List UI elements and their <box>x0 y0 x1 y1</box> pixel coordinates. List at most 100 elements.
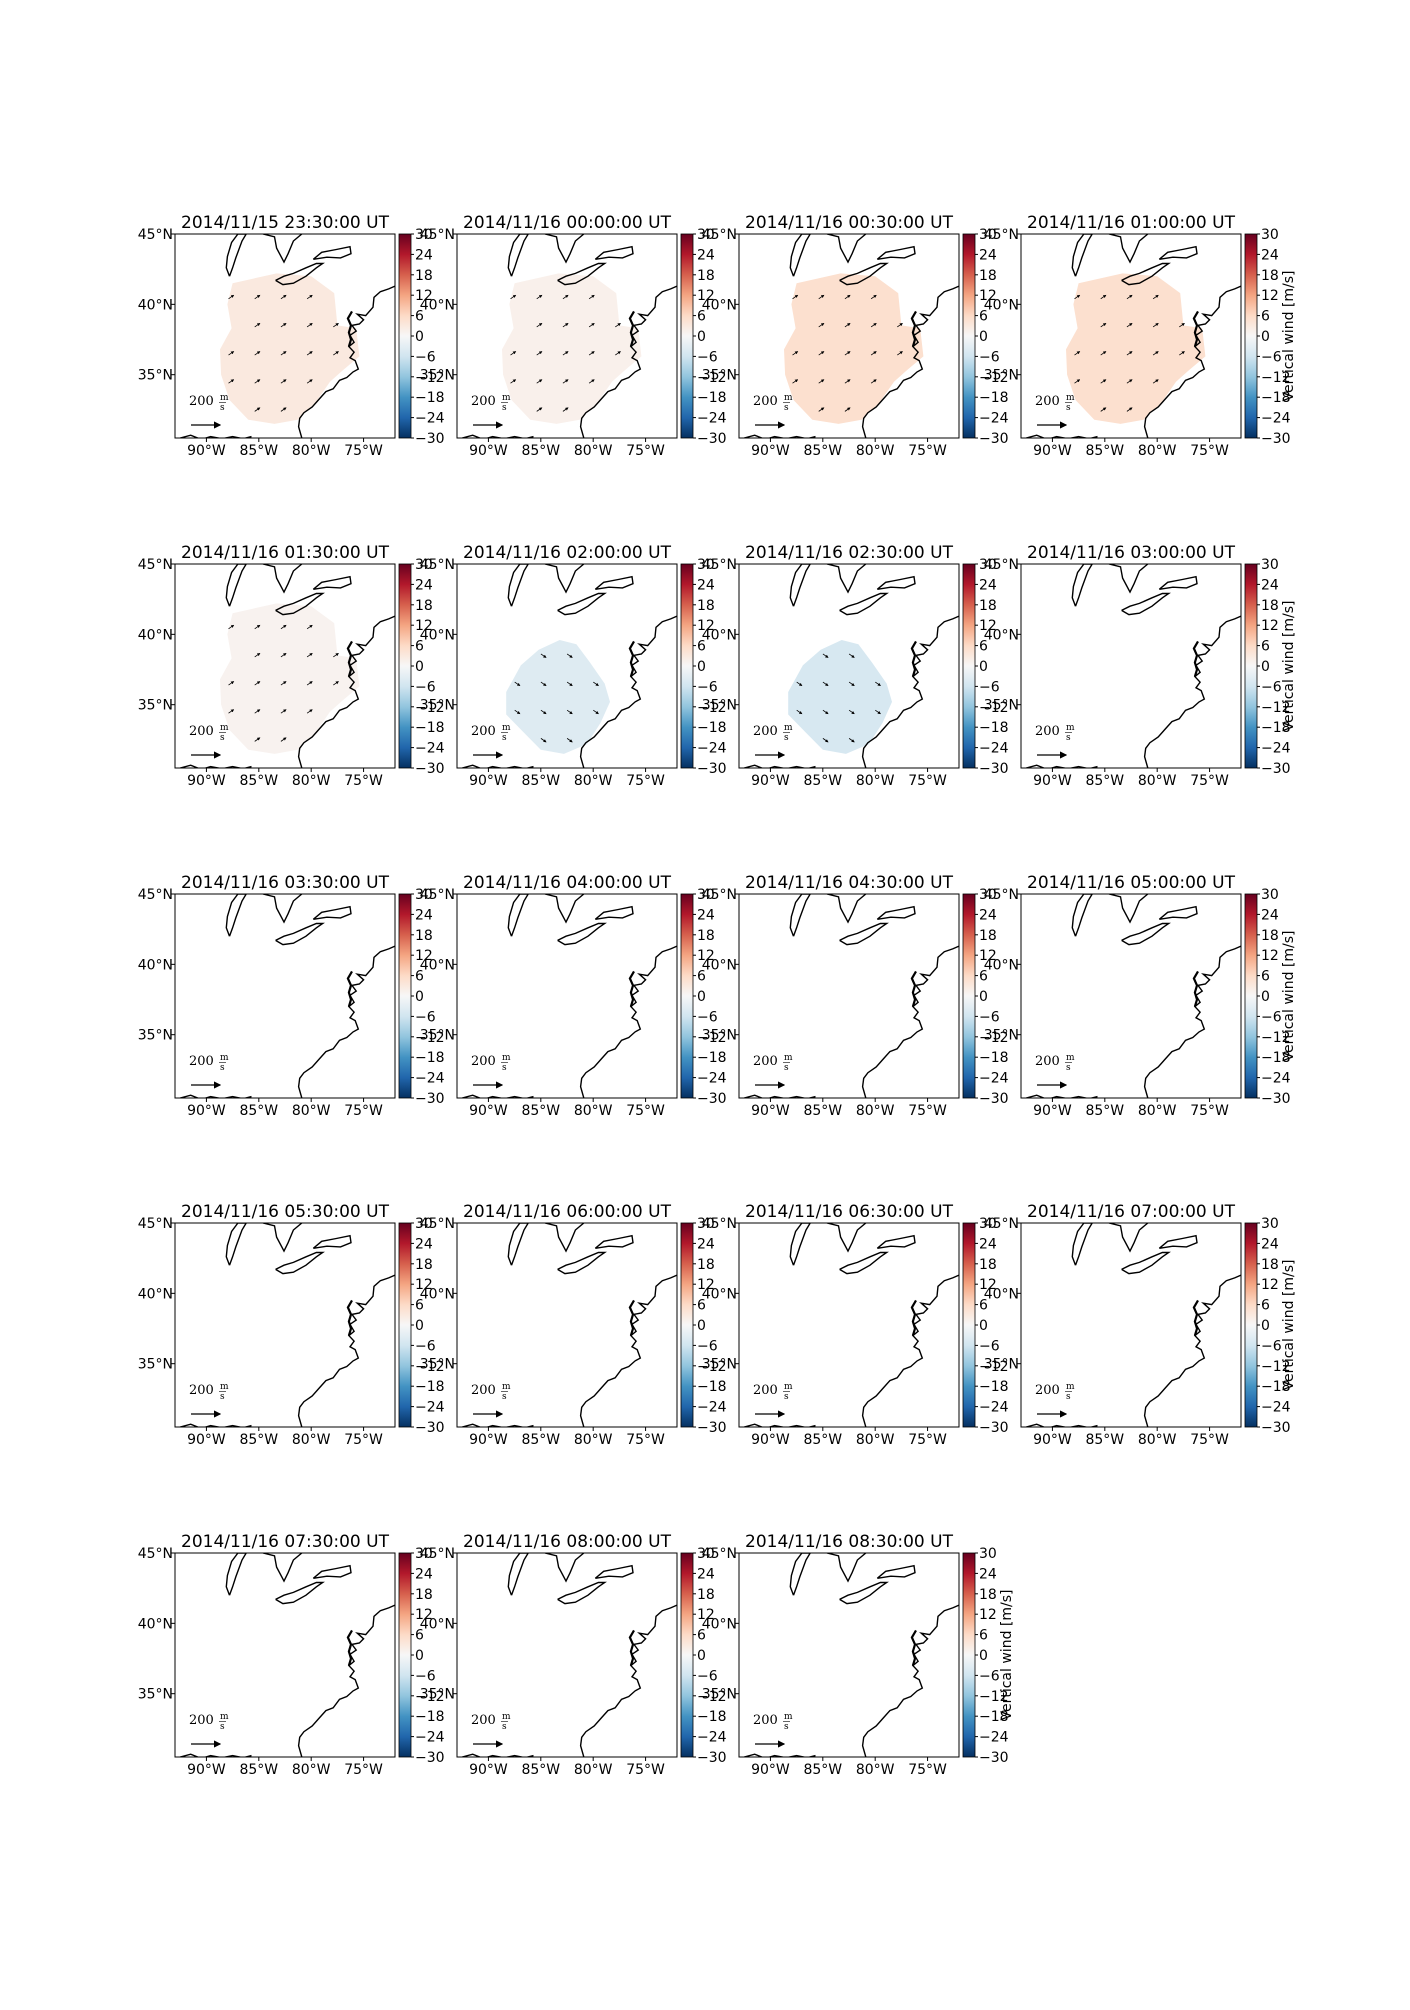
coastline <box>789 1553 812 1596</box>
x-tick-label: 80°W <box>292 1432 331 1448</box>
coastline <box>876 905 916 920</box>
coastline <box>1143 1274 1241 1427</box>
x-tick-label: 75°W <box>908 773 947 789</box>
x-tick-label: 75°W <box>908 1103 947 1119</box>
quiver-key-value: 200 <box>189 1383 214 1398</box>
colorbar-tick-label: −6 <box>415 679 436 695</box>
wind-vector <box>254 624 261 630</box>
wind-vector <box>254 407 261 412</box>
quiver-key-unit: m <box>502 1712 511 1722</box>
colorbar-tick-label: 30 <box>1261 557 1279 573</box>
coastline <box>594 245 634 260</box>
wind-vector <box>897 351 903 356</box>
wind-vector <box>566 709 573 715</box>
wind-vector <box>1126 322 1133 328</box>
wind-vector <box>1100 351 1107 356</box>
x-tick-label: 75°W <box>344 1103 383 1119</box>
quiver-key: 200 ms <box>1035 393 1075 429</box>
colorbar-tick-label: −18 <box>415 390 445 406</box>
colorbar-tick-label: 24 <box>697 1236 715 1252</box>
colorbar-tick-label: −30 <box>415 761 445 777</box>
quiver-key-value: 200 <box>753 724 778 739</box>
panel-title: 2014/11/16 01:30:00 UT <box>181 543 390 563</box>
colorbar-tick-label: 18 <box>697 1587 715 1603</box>
quiver-key-value: 200 <box>1035 1054 1060 1069</box>
coastline <box>346 640 353 677</box>
plot-frame <box>1020 893 1242 1099</box>
colorbar-tick-label: −18 <box>415 1379 445 1395</box>
wind-vector <box>254 322 261 328</box>
colorbar-tick-label: −24 <box>979 411 1009 427</box>
coastline <box>1121 592 1171 616</box>
quiver-key: 200 ms <box>471 1712 511 1748</box>
map-panel: 2014/11/16 04:30:00 UT 90°W 85°W 80°W 75°W 45… <box>702 873 1009 1119</box>
coastline <box>312 905 352 920</box>
colorbar-tick-label: 6 <box>1261 969 1270 985</box>
wind-vector <box>510 351 517 356</box>
plot-frame <box>738 893 960 1099</box>
wind-vector <box>333 681 339 686</box>
colorbar-tick-label: 12 <box>697 1607 715 1623</box>
coastline <box>579 615 677 768</box>
plot-frame <box>1020 1222 1242 1428</box>
wind-vector <box>822 653 829 658</box>
coastline <box>628 640 635 677</box>
colorbar-tick-label: 30 <box>697 1546 715 1562</box>
coastline <box>1108 234 1149 264</box>
y-tick-label: 45°N <box>702 887 737 903</box>
coastline <box>297 1274 395 1427</box>
wind-vector <box>514 709 521 715</box>
colorbar-tick-label: −18 <box>1261 720 1291 736</box>
wind-vector <box>1126 407 1133 412</box>
coastline <box>594 905 634 920</box>
quiver-key-value: 200 <box>753 394 778 409</box>
coastline <box>594 575 634 590</box>
x-tick-label: 90°W <box>469 1762 508 1778</box>
coastline <box>1143 285 1241 438</box>
map-panel: 2014/11/16 02:00:00 UT 90°W 85°W 80°W 75°W 45… <box>420 543 727 789</box>
colorbar <box>1244 893 1258 1099</box>
colorbar-tick-label: 0 <box>979 989 988 1005</box>
x-tick-label: 75°W <box>1190 1103 1229 1119</box>
y-tick-label: 40°N <box>702 1616 737 1632</box>
wind-vector <box>536 407 543 412</box>
wind-vector <box>792 294 799 300</box>
plot-frame <box>1020 233 1242 439</box>
map-panel: 2014/11/15 23:30:00 UT 90°W 85°W 80°W 75°W 45… <box>138 213 445 459</box>
colorbar-tick-label: 12 <box>1261 948 1279 964</box>
coastline <box>1121 1251 1171 1275</box>
colorbar <box>1244 1222 1258 1428</box>
wind-vector <box>588 379 595 384</box>
coastline <box>839 1251 889 1275</box>
colorbar-tick-label: 6 <box>697 969 706 985</box>
coastline <box>876 1564 916 1579</box>
wind-vector <box>1179 351 1185 356</box>
coastline <box>507 1223 530 1266</box>
x-tick-label: 80°W <box>574 1103 613 1119</box>
y-tick-label: 40°N <box>420 627 455 643</box>
colorbar-tick-label: −30 <box>1261 761 1291 777</box>
colorbar-tick-label: 18 <box>415 598 433 614</box>
quiver-key: 200 ms <box>1035 723 1075 759</box>
colorbar-tick-label: −24 <box>415 741 445 757</box>
x-tick-label: 75°W <box>626 1432 665 1448</box>
panel-title: 2014/11/16 00:00:00 UT <box>463 213 672 233</box>
colorbar-tick-label: 6 <box>415 1298 424 1314</box>
wind-vector <box>1126 379 1133 384</box>
y-tick-label: 45°N <box>138 1546 173 1562</box>
quiver-key: 200 ms <box>471 723 511 759</box>
map-background <box>739 894 959 1098</box>
colorbar-tick-label: 24 <box>697 907 715 923</box>
wind-vector <box>588 322 595 328</box>
wind-vector <box>254 737 261 742</box>
quiver-key-value: 200 <box>471 1054 496 1069</box>
panel-title: 2014/11/16 04:00:00 UT <box>463 873 672 893</box>
coastline <box>544 1553 585 1583</box>
coastline <box>346 1629 353 1666</box>
x-tick-label: 80°W <box>856 1762 895 1778</box>
wind-vector <box>818 294 825 300</box>
colorbar-tick-label: 18 <box>415 268 433 284</box>
coastline <box>1158 905 1198 920</box>
coastline <box>297 615 395 768</box>
colorbar-tick-label: 30 <box>697 887 715 903</box>
